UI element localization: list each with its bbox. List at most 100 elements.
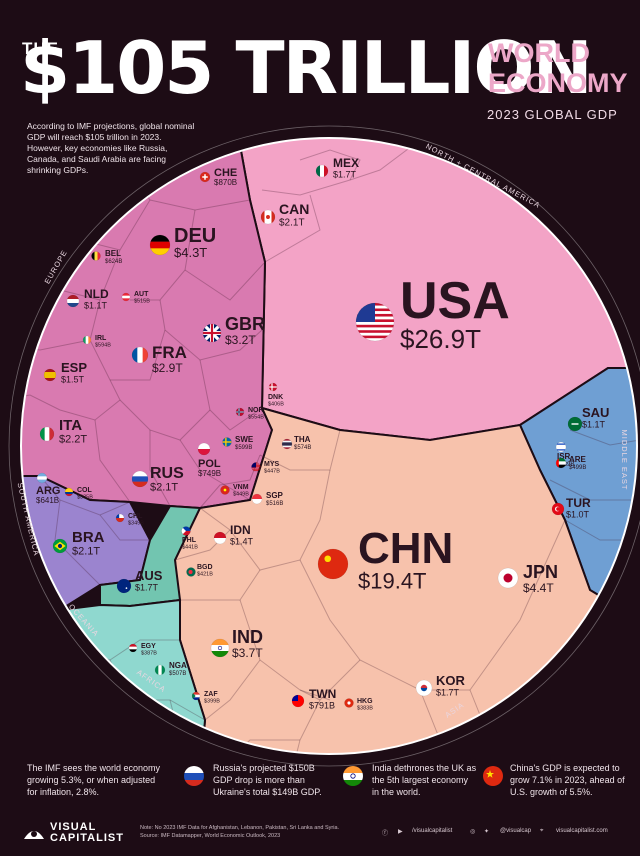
country-gdp-label: $641B [36,496,59,505]
chn-flag-icon [317,548,349,580]
cell-border [94,419,131,503]
country-code-label: SAU [582,405,609,420]
country-code-label: NOR [248,407,264,414]
ita-flag-icon [39,426,55,442]
country-gdp-label: $1.1T [84,300,108,310]
mex-flag-icon [315,164,329,178]
country-code-label: VNM [233,484,249,491]
cell-border [239,599,321,701]
cell-border [180,569,261,601]
hkg-flag-icon [344,698,354,708]
nga-flag-icon [154,664,166,676]
cell-border [130,209,196,301]
cell-border [299,559,470,691]
country-gdp-label: $594B [95,342,111,348]
china-flag-icon [482,765,504,792]
country-cell-pol: POL$749B [197,442,221,478]
footer-note-growth: The IMF sees the world economy growing 5… [27,763,161,797]
twn-flag-icon [291,694,305,708]
title-line-economy: ECONOMY [488,68,628,98]
sau-flag-icon [567,416,583,432]
country-code-label: CHL [128,513,143,520]
dnk-flag-icon [268,382,278,392]
irl-flag-icon [82,335,92,345]
country-cell-irl: IRL$594B [82,335,111,348]
country-cell-bgd: BGD$421B [186,564,213,577]
cell-border [39,475,131,516]
country-code-label: RUS [150,465,184,482]
country-code-label: ESP [61,360,87,375]
country-gdp-label: $2.1T [150,482,178,494]
twitter-icon[interactable]: ✦ [484,829,490,835]
country-code-label: ITA [59,417,82,434]
country-code-label: POL [198,458,221,470]
country-code-label: AUS [135,568,163,583]
country-code-label: THA [294,435,311,444]
country-cell-zaf: ZAF$399B [191,691,220,704]
country-code-label: PHL [182,537,197,544]
country-code-label: ARG [36,485,60,497]
cell-border [259,429,341,471]
country-gdp-label: $791B [309,700,335,710]
instagram-icon[interactable]: ◎ [470,829,476,835]
facebook-icon[interactable]: ⓕ [382,831,389,837]
country-cell-idn: IDN$1.4T [213,523,254,546]
country-code-label: TWN [309,687,336,701]
country-cell-egy: EGY$387B [128,643,157,656]
che-flag-icon [199,171,211,183]
ind-flag-icon [210,638,230,658]
country-code-label: IND [232,627,263,647]
website-icon[interactable]: ⌖ [540,828,544,834]
country-cell-che: CHE$870B [199,167,237,187]
brand-name: VISUAL CAPITALIST [50,822,124,844]
country-gdp-label: $507B [169,671,186,677]
country-cell-can: CAN$2.1T [260,201,309,229]
country-code-label: GBR [225,314,265,334]
title-amount: $105 TRILLION [20,26,593,110]
country-code-label: SWE [235,435,254,444]
tha-flag-icon [281,438,293,450]
country-gdp-label: $599B [235,445,252,451]
social-handle-3[interactable]: visualcapitalist.com [556,828,608,834]
country-gdp-label: $624B [105,259,122,265]
country-code-label: MEX [333,156,359,170]
country-code-label: DEU [174,225,216,247]
kor-flag-icon [415,679,433,697]
country-code-label: ZAF [204,691,218,698]
country-gdp-label: $383B [357,705,373,711]
chart-label-ring [8,125,640,767]
country-cell-bel: BEL$624B [91,249,122,265]
cell-border [299,689,331,701]
youtube-icon[interactable]: ▶ [398,829,403,835]
cell-border [59,289,101,301]
country-code-label: IDN [230,523,251,537]
egy-flag-icon [128,643,138,653]
country-gdp-label: $574B [294,445,311,451]
country-gdp-label: $2.1T [72,546,100,558]
cell-border [159,299,263,361]
brand-line-1: VISUAL [50,821,97,833]
country-gdp-label: $1.5T [61,374,85,384]
country-code-label: FRA [152,343,187,362]
social-handle-2[interactable]: @visualcap [500,828,532,834]
title-prefix: THE [22,39,59,58]
social-handle-1[interactable]: /visualcapitalist [412,828,453,834]
country-gdp-label: $349B [128,520,144,526]
russia-flag-icon [183,765,205,792]
cell-border [21,339,91,351]
gbr-flag-icon [202,323,222,343]
bel-flag-icon [91,251,101,261]
country-code-label: BRA [72,529,105,546]
footer-note-india: India dethrones the UK as the 5th larges… [372,763,477,797]
country-code-label: NGA [169,661,187,670]
country-gdp-label: $441B [182,544,198,550]
cell-border [179,439,251,501]
country-code-label: BEL [105,249,121,258]
country-code-label: CAN [279,201,309,217]
source-notes: Note: No 2023 IMF Data for Afghanistan, … [140,824,339,840]
col-flag-icon [64,487,74,497]
country-gdp-label: $1.7T [135,582,159,592]
cell-border [110,329,166,381]
country-cell-vnm: VNM$449B [220,484,249,497]
